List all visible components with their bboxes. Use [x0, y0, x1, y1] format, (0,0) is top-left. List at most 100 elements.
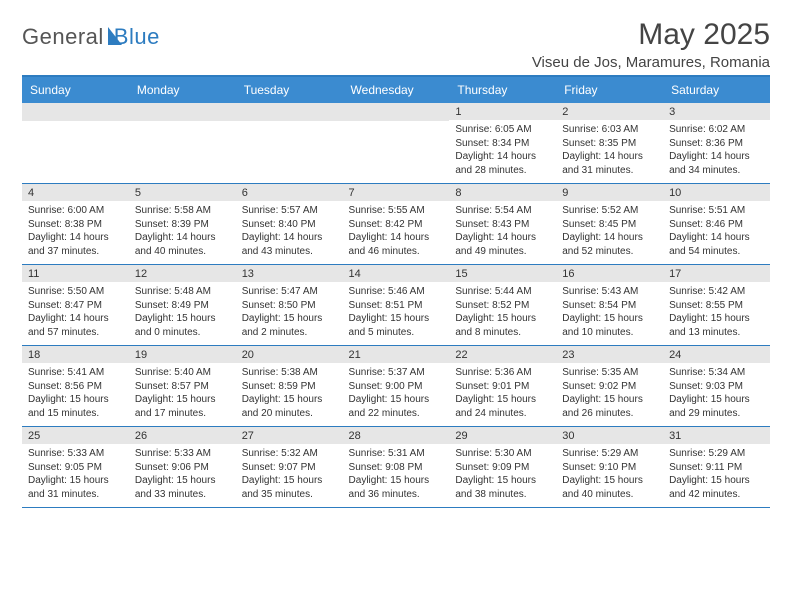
daylight-line1: Daylight: 15 hours [242, 312, 337, 326]
daylight-line1: Daylight: 15 hours [349, 393, 444, 407]
daylight-line1: Daylight: 14 hours [455, 231, 550, 245]
day-details: Sunrise: 5:30 AMSunset: 9:09 PMDaylight:… [449, 444, 556, 507]
sunrise-text: Sunrise: 5:32 AM [242, 447, 337, 461]
sunset-text: Sunset: 9:01 PM [455, 380, 550, 394]
daylight-line2: and 17 minutes. [135, 407, 230, 421]
day-number: 26 [129, 427, 236, 444]
brand-logo: General Blue [22, 18, 160, 50]
day-number: 18 [22, 346, 129, 363]
day-number [22, 103, 129, 121]
day-number: 1 [449, 103, 556, 120]
daylight-line2: and 37 minutes. [28, 245, 123, 259]
sunrise-text: Sunrise: 5:54 AM [455, 204, 550, 218]
sunrise-text: Sunrise: 5:35 AM [562, 366, 657, 380]
daylight-line1: Daylight: 15 hours [28, 474, 123, 488]
day-number: 10 [663, 184, 770, 201]
day-details: Sunrise: 5:40 AMSunset: 8:57 PMDaylight:… [129, 363, 236, 426]
sunrise-text: Sunrise: 5:34 AM [669, 366, 764, 380]
sunset-text: Sunset: 8:42 PM [349, 218, 444, 232]
sunset-text: Sunset: 8:56 PM [28, 380, 123, 394]
day-number: 22 [449, 346, 556, 363]
calendar-day-cell: 8Sunrise: 5:54 AMSunset: 8:43 PMDaylight… [449, 184, 556, 265]
day-details [129, 121, 236, 181]
daylight-line1: Daylight: 15 hours [455, 474, 550, 488]
sunrise-text: Sunrise: 5:33 AM [135, 447, 230, 461]
daylight-line1: Daylight: 15 hours [562, 393, 657, 407]
page-header: General Blue May 2025 Viseu de Jos, Mara… [22, 18, 770, 71]
calendar-table: SundayMondayTuesdayWednesdayThursdayFrid… [22, 77, 770, 508]
day-details: Sunrise: 5:29 AMSunset: 9:11 PMDaylight:… [663, 444, 770, 507]
day-number: 25 [22, 427, 129, 444]
daylight-line2: and 54 minutes. [669, 245, 764, 259]
daylight-line2: and 15 minutes. [28, 407, 123, 421]
day-number [236, 103, 343, 121]
day-details: Sunrise: 6:02 AMSunset: 8:36 PMDaylight:… [663, 120, 770, 183]
day-number: 17 [663, 265, 770, 282]
calendar-day-cell: 5Sunrise: 5:58 AMSunset: 8:39 PMDaylight… [129, 184, 236, 265]
day-header: Saturday [663, 77, 770, 103]
sunrise-text: Sunrise: 5:48 AM [135, 285, 230, 299]
day-details: Sunrise: 5:35 AMSunset: 9:02 PMDaylight:… [556, 363, 663, 426]
sunrise-text: Sunrise: 6:03 AM [562, 123, 657, 137]
sunset-text: Sunset: 8:50 PM [242, 299, 337, 313]
calendar-head: SundayMondayTuesdayWednesdayThursdayFrid… [22, 77, 770, 103]
day-details: Sunrise: 6:00 AMSunset: 8:38 PMDaylight:… [22, 201, 129, 264]
day-details: Sunrise: 5:31 AMSunset: 9:08 PMDaylight:… [343, 444, 450, 507]
daylight-line2: and 34 minutes. [669, 164, 764, 178]
sunset-text: Sunset: 8:45 PM [562, 218, 657, 232]
sunset-text: Sunset: 8:55 PM [669, 299, 764, 313]
daylight-line1: Daylight: 14 hours [28, 312, 123, 326]
daylight-line2: and 31 minutes. [562, 164, 657, 178]
day-header: Tuesday [236, 77, 343, 103]
sunset-text: Sunset: 8:51 PM [349, 299, 444, 313]
title-block: May 2025 Viseu de Jos, Maramures, Romani… [532, 18, 770, 71]
calendar-day-cell: 13Sunrise: 5:47 AMSunset: 8:50 PMDayligh… [236, 265, 343, 346]
daylight-line1: Daylight: 15 hours [242, 393, 337, 407]
sunrise-text: Sunrise: 5:42 AM [669, 285, 764, 299]
day-details: Sunrise: 5:47 AMSunset: 8:50 PMDaylight:… [236, 282, 343, 345]
daylight-line2: and 28 minutes. [455, 164, 550, 178]
daylight-line1: Daylight: 14 hours [669, 150, 764, 164]
day-number: 30 [556, 427, 663, 444]
day-details: Sunrise: 5:55 AMSunset: 8:42 PMDaylight:… [343, 201, 450, 264]
daylight-line2: and 20 minutes. [242, 407, 337, 421]
daylight-line1: Daylight: 15 hours [135, 312, 230, 326]
daylight-line1: Daylight: 15 hours [669, 393, 764, 407]
day-details: Sunrise: 5:58 AMSunset: 8:39 PMDaylight:… [129, 201, 236, 264]
daylight-line1: Daylight: 15 hours [669, 474, 764, 488]
calendar-day-cell: 1Sunrise: 6:05 AMSunset: 8:34 PMDaylight… [449, 103, 556, 184]
day-details: Sunrise: 5:29 AMSunset: 9:10 PMDaylight:… [556, 444, 663, 507]
sunrise-text: Sunrise: 5:44 AM [455, 285, 550, 299]
sunset-text: Sunset: 8:54 PM [562, 299, 657, 313]
day-header: Thursday [449, 77, 556, 103]
day-details: Sunrise: 5:57 AMSunset: 8:40 PMDaylight:… [236, 201, 343, 264]
sunrise-text: Sunrise: 5:30 AM [455, 447, 550, 461]
sunrise-text: Sunrise: 5:57 AM [242, 204, 337, 218]
sunset-text: Sunset: 8:59 PM [242, 380, 337, 394]
day-header: Wednesday [343, 77, 450, 103]
day-header: Monday [129, 77, 236, 103]
sunset-text: Sunset: 8:47 PM [28, 299, 123, 313]
sunrise-text: Sunrise: 5:46 AM [349, 285, 444, 299]
day-details: Sunrise: 6:03 AMSunset: 8:35 PMDaylight:… [556, 120, 663, 183]
daylight-line2: and 31 minutes. [28, 488, 123, 502]
daylight-line1: Daylight: 15 hours [455, 312, 550, 326]
calendar-day-cell: 23Sunrise: 5:35 AMSunset: 9:02 PMDayligh… [556, 346, 663, 427]
sunrise-text: Sunrise: 5:58 AM [135, 204, 230, 218]
sunset-text: Sunset: 8:43 PM [455, 218, 550, 232]
sunset-text: Sunset: 9:08 PM [349, 461, 444, 475]
daylight-line2: and 13 minutes. [669, 326, 764, 340]
day-details: Sunrise: 5:42 AMSunset: 8:55 PMDaylight:… [663, 282, 770, 345]
sunrise-text: Sunrise: 5:31 AM [349, 447, 444, 461]
day-number [343, 103, 450, 121]
day-number: 11 [22, 265, 129, 282]
sunrise-text: Sunrise: 5:50 AM [28, 285, 123, 299]
sunset-text: Sunset: 8:46 PM [669, 218, 764, 232]
day-details: Sunrise: 6:05 AMSunset: 8:34 PMDaylight:… [449, 120, 556, 183]
daylight-line1: Daylight: 14 hours [669, 231, 764, 245]
day-number: 2 [556, 103, 663, 120]
calendar-day-cell [22, 103, 129, 184]
sunset-text: Sunset: 9:05 PM [28, 461, 123, 475]
daylight-line2: and 49 minutes. [455, 245, 550, 259]
calendar-day-cell: 11 Sunrise: 5:50 AMSunset: 8:47 PMDayligh… [22, 265, 129, 346]
